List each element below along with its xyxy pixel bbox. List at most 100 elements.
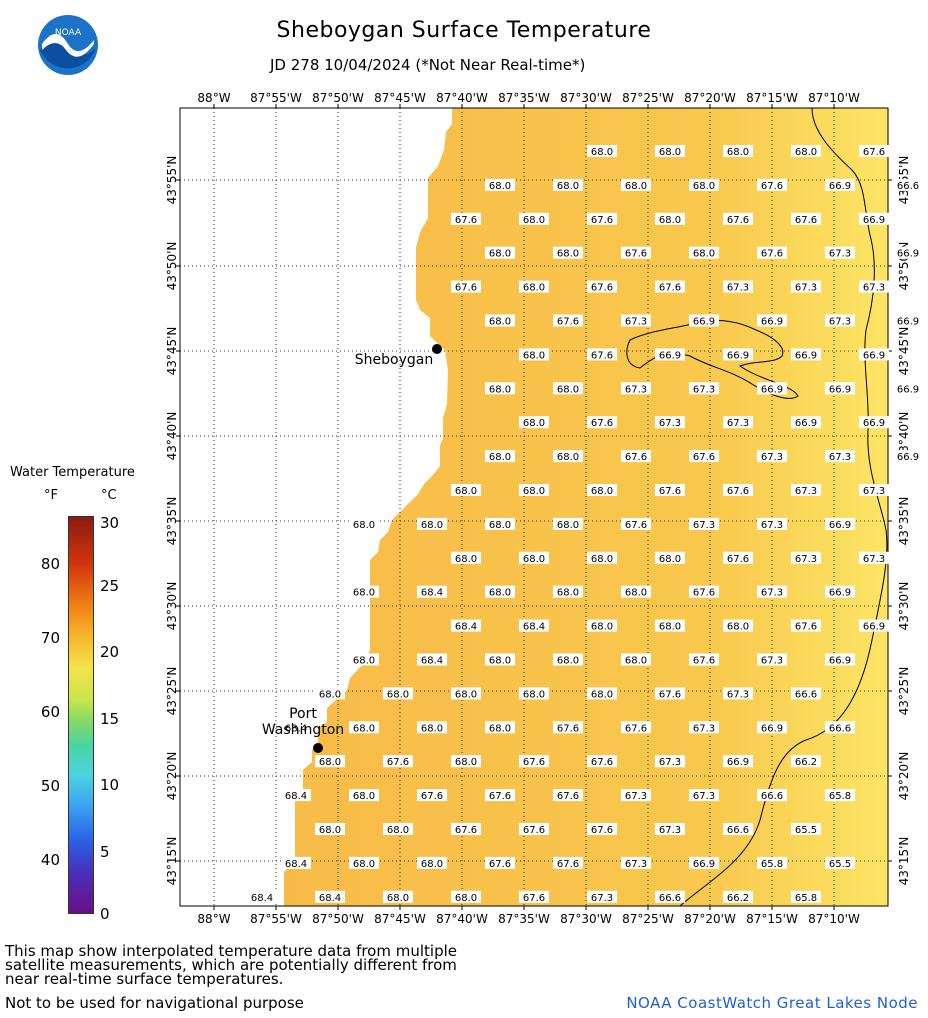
temp-label: 67.6 [655, 687, 685, 700]
temp-value: 68.0 [353, 859, 375, 870]
temp-label: 68.4 [417, 585, 447, 599]
lat-label: 43°35'N [897, 497, 911, 546]
map-grid [180, 108, 888, 906]
temp-label-bg [859, 416, 889, 429]
temp-label-bg [519, 619, 549, 632]
temp-label: 66.2 [723, 890, 753, 904]
disclaimer-note: This map show interpolated temperature d… [5, 942, 457, 988]
temp-value: 67.6 [625, 520, 647, 531]
lat-label: 43°40'N [897, 412, 911, 461]
temp-value: 68.0 [455, 689, 477, 700]
temp-label: 68.0 [519, 280, 549, 294]
temp-label: 68.4 [519, 619, 549, 633]
temp-label: 68.0 [383, 687, 413, 700]
temp-label-bg [315, 890, 345, 903]
temp-label-bg [451, 484, 481, 496]
temp-label-bg [587, 755, 617, 768]
temp-label: 67.3 [587, 890, 617, 904]
temp-value: 67.6 [761, 181, 783, 192]
temp-label: 67.6 [485, 789, 515, 802]
temp-label-bg [791, 755, 821, 768]
longitude-labels-top: 88°W 87°55'W 87°50'W 87°45'W 87°40'W 87°35'W 8… [197, 91, 860, 105]
temp-label-bg [757, 246, 787, 259]
temp-label-bg [553, 314, 583, 327]
temp-label: 68.0 [621, 178, 651, 192]
temp-label-bg [791, 619, 821, 632]
temp-label-bg [553, 178, 583, 191]
temp-value: 68.0 [489, 656, 511, 667]
lon-label: 87°10'W [808, 91, 860, 105]
temp-label-bg [621, 246, 651, 259]
temp-label-bg [451, 619, 481, 632]
temp-label-bg [757, 721, 787, 734]
temp-label-bg [587, 484, 617, 496]
temp-value: 68.0 [591, 622, 613, 633]
temp-label-bg [519, 755, 549, 768]
temp-value: 67.6 [523, 825, 545, 836]
lon-label: 87°35'W [498, 91, 550, 105]
temp-label-bg [825, 246, 855, 259]
temp-label: 67.6 [451, 280, 481, 294]
temp-value: 66.9 [829, 520, 851, 531]
temp-value: 68.0 [523, 554, 545, 565]
port-washington-marker [313, 743, 323, 753]
temp-label-bg [587, 687, 617, 700]
legend-f-tick: 70 [40, 629, 60, 647]
lon-label: 87°55'W [250, 91, 302, 105]
temp-label: 66.6 [723, 823, 753, 836]
temp-label: 67.6 [451, 212, 481, 226]
temp-value: 66.2 [727, 893, 749, 904]
lat-label: 43°30'N [165, 582, 179, 631]
temp-label-bg [859, 551, 889, 564]
temp-value: 67.6 [455, 283, 477, 294]
temp-label-bg [825, 856, 855, 869]
temp-value: 65.8 [795, 893, 817, 904]
temp-value: 68.0 [489, 181, 511, 192]
temp-label-bg [757, 789, 787, 802]
temp-value: 68.4 [421, 588, 443, 599]
temp-label: 67.6 [553, 314, 583, 328]
temp-value: 68.4 [285, 791, 307, 802]
temp-label-bg [791, 348, 821, 361]
temp-label: 67.6 [757, 178, 787, 192]
temp-label-bg [553, 721, 583, 734]
temp-label: 68.4 [281, 856, 311, 870]
temp-label-bg [485, 789, 515, 802]
temp-label-bg [485, 178, 515, 191]
lon-label: 87°25'W [622, 91, 674, 105]
temp-label: 68.0 [519, 551, 549, 565]
temp-label: 67.3 [621, 856, 651, 870]
temp-label: 66.9 [859, 348, 889, 361]
temp-label: 68.0 [451, 484, 481, 497]
temp-label-bg [485, 314, 515, 327]
temp-label-bg [791, 416, 821, 429]
temp-value: 66.9 [863, 350, 885, 361]
temp-label-bg [825, 721, 855, 734]
temp-label-bg [757, 314, 787, 327]
temp-label-bg [689, 382, 719, 395]
temp-label: 66.9 [893, 450, 923, 463]
temp-label: 68.0 [553, 382, 583, 395]
temp-label: 68.0 [349, 653, 379, 667]
temp-value: 67.3 [863, 486, 885, 497]
temp-label: 68.0 [587, 619, 617, 633]
temp-label-bg [417, 517, 447, 530]
temp-value: 67.6 [557, 859, 579, 870]
temp-label-bg [791, 145, 821, 157]
temp-value: 66.2 [795, 757, 817, 768]
temp-label-bg [723, 619, 753, 632]
temp-value: 68.0 [727, 147, 749, 158]
temp-value: 68.0 [659, 215, 681, 226]
temp-value: 68.0 [421, 859, 443, 870]
temp-label-bg [519, 484, 549, 496]
temp-label: 68.0 [553, 450, 583, 463]
temp-value: 66.6 [829, 723, 851, 734]
temp-value: 68.0 [353, 723, 375, 734]
temp-label: 68.4 [417, 653, 447, 667]
lon-label: 87°20'W [684, 91, 736, 105]
lon-label: 87°35'W [498, 912, 550, 926]
temp-label: 68.0 [723, 145, 753, 158]
temp-label: 68.0 [383, 890, 413, 904]
temp-value: 67.3 [829, 452, 851, 463]
temp-label: 67.6 [859, 145, 889, 158]
